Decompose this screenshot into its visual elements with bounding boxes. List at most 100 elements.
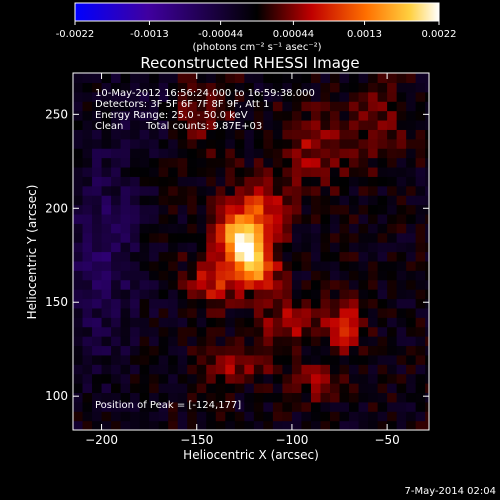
heatmap-pixel (272, 82, 284, 93)
heatmap-pixel (139, 298, 150, 309)
heatmap-pixel (92, 270, 103, 281)
heatmap-pixel (73, 119, 84, 130)
heatmap-pixel (225, 223, 236, 234)
heatmap-pixel (196, 345, 207, 356)
heatmap-pixel (225, 364, 236, 375)
heatmap-pixel (168, 110, 179, 121)
heatmap-pixel (158, 73, 169, 83)
heatmap-pixel (263, 373, 274, 384)
heatmap-pixel (358, 279, 369, 290)
heatmap-pixel (206, 185, 217, 196)
heatmap-pixel (206, 101, 217, 112)
heatmap-pixel (387, 317, 398, 328)
heatmap-pixel (368, 119, 379, 130)
heatmap-pixel (73, 354, 84, 365)
heatmap-pixel (234, 401, 245, 412)
heatmap-pixel (196, 82, 207, 93)
heatmap-pixel (120, 148, 131, 159)
heatmap-pixel (158, 119, 169, 130)
heatmap-pixel (310, 242, 322, 253)
heatmap-pixel (177, 157, 188, 168)
heatmap-pixel (139, 73, 150, 83)
heatmap-pixel (282, 354, 293, 365)
heatmap-pixel (291, 110, 303, 121)
heatmap-pixel (158, 148, 169, 159)
heatmap-pixel (187, 307, 198, 318)
heatmap-pixel (120, 354, 131, 365)
heatmap-pixel (215, 345, 226, 356)
heatmap-pixel (310, 232, 322, 243)
heatmap-pixel (368, 166, 379, 177)
heatmap-pixel (263, 82, 274, 93)
heatmap-pixel (244, 242, 255, 253)
heatmap-pixel (196, 298, 207, 309)
heatmap-pixel (139, 279, 150, 290)
heatmap-pixel (310, 148, 322, 159)
heatmap-pixel (301, 148, 312, 159)
heatmap-pixel (196, 401, 207, 412)
heatmap-pixel (358, 411, 369, 422)
heatmap-pixel (215, 232, 226, 243)
heatmap-pixel (158, 364, 169, 375)
heatmap-pixel (168, 223, 179, 234)
heatmap-pixel (111, 129, 122, 140)
heatmap-pixel (310, 298, 322, 309)
heatmap-pixel (272, 411, 284, 422)
heatmap-pixel (111, 401, 122, 412)
heatmap-pixel (187, 82, 198, 93)
heatmap-pixel (291, 260, 303, 271)
heatmap-pixel (320, 373, 331, 384)
heatmap-pixel (206, 232, 217, 243)
heatmap-pixel (187, 279, 198, 290)
heatmap-pixel (406, 336, 417, 347)
heatmap-pixel (82, 251, 93, 262)
heatmap-pixel (225, 204, 236, 215)
heatmap-pixel (82, 213, 93, 224)
heatmap-pixel (225, 232, 236, 243)
heatmap-pixel (415, 82, 426, 93)
heatmap-pixel (177, 110, 188, 121)
heatmap-pixel (187, 298, 198, 309)
heatmap-pixel (130, 148, 141, 159)
heatmap-pixel (358, 176, 369, 187)
heatmap-pixel (92, 119, 103, 130)
heatmap-pixel (349, 336, 360, 347)
heatmap-pixel (215, 354, 226, 365)
heatmap-pixel (415, 289, 426, 300)
heatmap-pixel (320, 354, 331, 365)
heatmap-pixel (139, 129, 150, 140)
heatmap-pixel (406, 260, 417, 271)
plot-frame (72, 72, 430, 431)
heatmap-pixel (225, 270, 236, 281)
heatmap-pixel (244, 148, 255, 159)
heatmap-pixel (73, 401, 84, 412)
heatmap-pixel (244, 420, 255, 430)
heatmap-pixel (425, 195, 429, 206)
heatmap-pixel (73, 317, 84, 328)
heatmap-pixel (272, 166, 284, 177)
heatmap-pixel (177, 119, 188, 130)
heatmap-pixel (320, 213, 331, 224)
heatmap-pixel (92, 195, 103, 206)
heatmap-pixel (215, 213, 226, 224)
heatmap-pixel (368, 157, 379, 168)
heatmap-pixel (272, 354, 284, 365)
heatmap-pixel (187, 364, 198, 375)
heatmap-pixel (187, 213, 198, 224)
heatmap-pixel (425, 364, 429, 375)
heatmap-pixel (406, 354, 417, 365)
heatmap-pixel (396, 73, 407, 83)
heatmap-pixel (168, 176, 179, 187)
heatmap-pixel (349, 326, 360, 337)
heatmap-pixel (415, 383, 426, 394)
heatmap-pixel (168, 336, 179, 347)
heatmap-pixel (139, 119, 150, 130)
colorbar-tick-label: -0.0022 (56, 29, 95, 40)
heatmap-pixel (111, 383, 122, 394)
heatmap-pixel (187, 148, 198, 159)
heatmap-pixel (396, 195, 407, 206)
heatmap-pixel (320, 336, 331, 347)
colorbar-tick-label: 0.0013 (347, 29, 382, 40)
heatmap-pixel (130, 157, 141, 168)
heatmap-pixel (120, 82, 131, 93)
